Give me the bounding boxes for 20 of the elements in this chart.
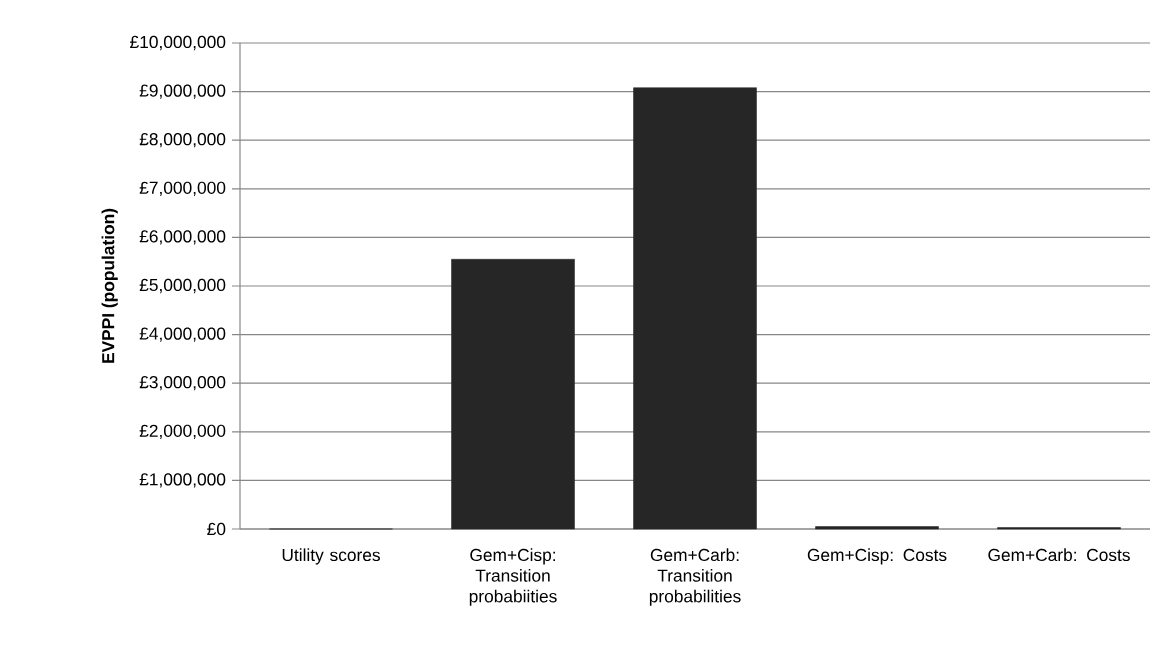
y-tick-label: £0	[207, 522, 226, 536]
y-tick-label: £5,000,000	[139, 278, 226, 294]
y-tick-label: £4,000,000	[139, 327, 226, 342]
x-tick-label: Gem+Cisp: Costs	[807, 548, 947, 565]
y-tick-label: £8,000,000	[139, 133, 226, 148]
x-tick-label: Gem+Cisp: Transition probabiities	[469, 548, 557, 606]
y-tick-label: £3,000,000	[139, 376, 226, 391]
y-tick-label: £9,000,000	[139, 84, 226, 99]
x-tick-label: Gem+Carb: Costs	[988, 548, 1130, 562]
y-tick-label: £1,000,000	[139, 473, 226, 488]
y-tick-label: £6,000,000	[139, 230, 226, 245]
bar	[451, 259, 575, 530]
bar	[815, 526, 939, 530]
y-tick-label: £7,000,000	[139, 181, 226, 196]
bar	[633, 87, 757, 530]
y-tick-label: £2,000,000	[139, 424, 226, 439]
x-tick-label: Utility scores	[282, 548, 380, 565]
y-tick-label: £10,000,000	[130, 35, 226, 51]
y-axis-title: EVPPI (population)	[101, 208, 118, 363]
x-tick-label: Gem+Carb: Transition probabilities	[649, 548, 741, 606]
